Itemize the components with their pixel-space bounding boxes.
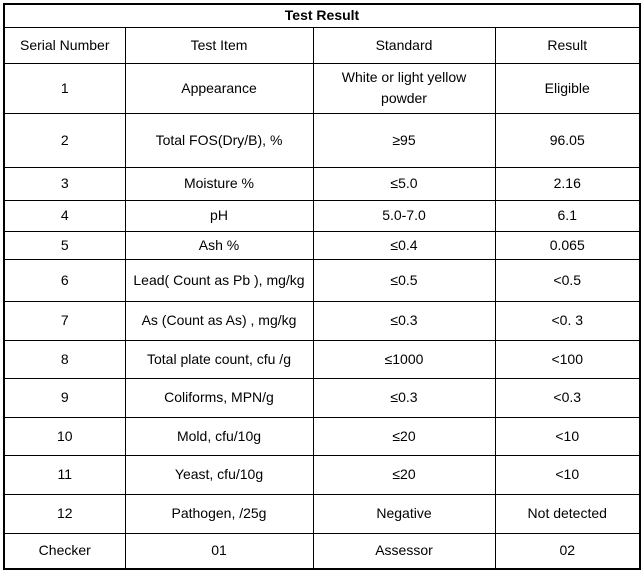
checker-row: Checker 01 Assessor 02 <box>3 532 641 570</box>
table-row: 3 Moisture % ≤5.0 2.16 <box>3 166 641 201</box>
cell-standard: ≤0.3 <box>312 377 496 418</box>
table-row: 12 Pathogen, /25g Negative Not detected <box>3 493 641 534</box>
cell-serial-number: 7 <box>3 300 126 341</box>
cell-standard: 5.0-7.0 <box>312 199 496 232</box>
cell-serial-number: 6 <box>3 258 126 302</box>
table-row: 5 Ash % ≤0.4 0.065 <box>3 230 641 260</box>
cell-serial-number: 4 <box>3 199 126 232</box>
cell-result: 02 <box>494 532 641 570</box>
cell-test-item: Coliforms, MPN/g <box>124 377 314 418</box>
cell-standard: ≤1000 <box>312 339 496 379</box>
cell-test-item: Mold, cfu/10g <box>124 416 314 456</box>
table-row: 6 Lead( Count as Pb ), mg/kg ≤0.5 <0.5 <box>3 258 641 302</box>
cell-serial-number: 5 <box>3 230 126 260</box>
column-header-test-item: Test Item <box>124 26 314 64</box>
table-row: 9 Coliforms, MPN/g ≤0.3 <0.3 <box>3 377 641 418</box>
table-row: 7 As (Count as As) , mg/kg ≤0.3 <0. 3 <box>3 300 641 341</box>
cell-standard: ≤0.3 <box>312 300 496 341</box>
cell-standard: ≤0.5 <box>312 258 496 302</box>
cell-test-item: As (Count as As) , mg/kg <box>124 300 314 341</box>
table-row: 1 Appearance White or light yellow powder E… <box>3 62 641 114</box>
cell-serial-number: 3 <box>3 166 126 201</box>
cell-serial-number: 2 <box>3 112 126 168</box>
cell-result: 0.065 <box>494 230 641 260</box>
table-body: 1 Appearance White or light yellow powder E… <box>3 62 641 570</box>
cell-standard: Assessor <box>312 532 496 570</box>
cell-standard: ≤20 <box>312 454 496 495</box>
cell-standard: ≤0.4 <box>312 230 496 260</box>
cell-serial-number: 10 <box>3 416 126 456</box>
cell-result: 96.05 <box>494 112 641 168</box>
table-row: 8 Total plate count, cfu /g ≤1000 <100 <box>3 339 641 379</box>
cell-test-item: pH <box>124 199 314 232</box>
cell-test-item: Moisture % <box>124 166 314 201</box>
cell-test-item: Pathogen, /25g <box>124 493 314 534</box>
column-header-serial-number: Serial Number <box>3 26 126 64</box>
cell-result: <0.5 <box>494 258 641 302</box>
table-row: 10 Mold, cfu/10g ≤20 <10 <box>3 416 641 456</box>
column-header-result: Result <box>494 26 641 64</box>
cell-test-item: Total plate count, cfu /g <box>124 339 314 379</box>
cell-serial-number: 8 <box>3 339 126 379</box>
cell-standard: ≥95 <box>312 112 496 168</box>
table-row: 2 Total FOS(Dry/B), % ≥95 96.05 <box>3 112 641 168</box>
cell-serial-number: 11 <box>3 454 126 495</box>
cell-test-item: Yeast, cfu/10g <box>124 454 314 495</box>
cell-test-item: 01 <box>124 532 314 570</box>
table-row: 11 Yeast, cfu/10g ≤20 <10 <box>3 454 641 495</box>
cell-result: 2.16 <box>494 166 641 201</box>
cell-result: Eligible <box>494 62 641 114</box>
table-title: Test Result <box>3 3 641 28</box>
cell-test-item: Total FOS(Dry/B), % <box>124 112 314 168</box>
test-result-table: Test Result Serial Number Test Item Stan… <box>3 3 641 570</box>
cell-result: <10 <box>494 454 641 495</box>
cell-result: <10 <box>494 416 641 456</box>
cell-serial-number: 1 <box>3 62 126 114</box>
table-title-row: Test Result <box>3 3 641 28</box>
cell-serial-number: Checker <box>3 532 126 570</box>
cell-standard: ≤20 <box>312 416 496 456</box>
column-header-standard: Standard <box>312 26 496 64</box>
column-header-row: Serial Number Test Item Standard Result <box>3 26 641 64</box>
cell-test-item: Appearance <box>124 62 314 114</box>
cell-standard: Negative <box>312 493 496 534</box>
cell-test-item: Ash % <box>124 230 314 260</box>
cell-test-item: Lead( Count as Pb ), mg/kg <box>124 258 314 302</box>
cell-result: <0. 3 <box>494 300 641 341</box>
cell-result: <100 <box>494 339 641 379</box>
cell-serial-number: 12 <box>3 493 126 534</box>
table-row: 4 pH 5.0-7.0 6.1 <box>3 199 641 232</box>
cell-result: <0.3 <box>494 377 641 418</box>
cell-result: 6.1 <box>494 199 641 232</box>
cell-serial-number: 9 <box>3 377 126 418</box>
cell-standard: White or light yellow powder <box>312 62 496 114</box>
cell-result: Not detected <box>494 493 641 534</box>
cell-standard: ≤5.0 <box>312 166 496 201</box>
